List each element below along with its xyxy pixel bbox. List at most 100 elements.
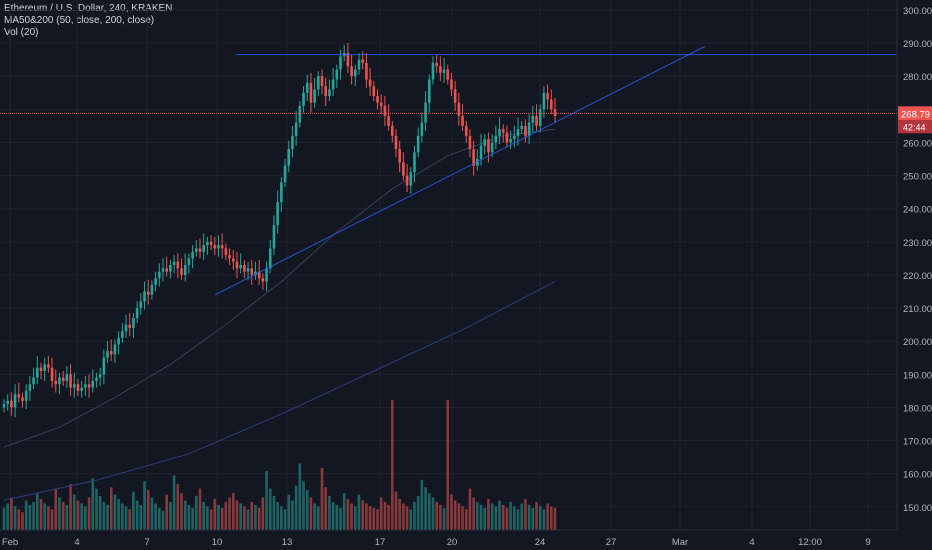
volume-bar [453,500,457,530]
candle-body [268,248,272,269]
candle-body [317,76,320,90]
x-tick-label: 10 [212,537,223,548]
y-tick-label: 290.00 [903,39,932,50]
y-tick-label: 250.00 [903,172,932,183]
candle-body [553,109,557,116]
candle-body [198,248,202,252]
candle-body [313,89,316,103]
x-tick-label: 20 [447,537,458,548]
candle-body [154,278,157,285]
candle-body [320,76,324,87]
volume-bar [431,497,435,530]
volume-bar [43,503,46,530]
candle-body [135,308,139,318]
candle-body [461,115,464,126]
volume-bar [346,498,350,530]
candle-body [28,384,32,391]
candle-body [128,324,132,328]
volume-indicator-label: Vol (20) [4,27,39,38]
candle-body [442,69,446,73]
x-tick-label: 27 [606,537,617,548]
y-tick-label: 210.00 [903,304,932,315]
volume-bar [402,503,405,530]
candle-body [387,115,390,126]
x-tick-label: 4 [74,537,79,548]
volume-bar [91,478,95,530]
volume-bar [95,488,98,530]
volume-bar [439,504,442,530]
candle-body [305,82,309,93]
volume-bar [487,498,490,530]
volume-bar [146,490,150,530]
candle-body [464,125,468,136]
x-tick-label: 4 [749,537,754,548]
candle-body [172,261,176,265]
candle-body [246,268,250,272]
volume-bar [139,504,143,530]
volume-bar [320,467,324,530]
volume-bar [161,510,165,530]
volume-bar [220,507,224,530]
volume-bars [2,400,557,530]
volume-bar [294,485,298,530]
volume-bar [317,506,320,530]
candle-body [550,99,553,110]
volume-bar [468,488,472,530]
volume-bar [261,497,265,530]
candle-body [254,271,257,275]
volume-bar [69,484,72,530]
candle-body [453,89,457,103]
volume-bar [231,493,235,530]
candle-body [413,152,416,173]
volume-bar [246,509,250,530]
candle-body [435,62,438,67]
candle-body [427,79,431,103]
ma-indicator-label: MA50&200 (50, close, 200, close) [4,15,155,26]
volume-bar [17,509,21,530]
volume-bar [505,507,509,530]
volume-bar [102,501,106,530]
candle-body [346,53,350,67]
candle-body [424,102,427,123]
volume-bar [113,494,117,530]
candlesticks [2,43,557,418]
volume-bar [150,497,154,530]
candle-body [494,135,498,143]
chart-grid [0,0,897,530]
volume-bar [276,501,279,530]
volume-bar [109,487,113,530]
candle-body [113,344,117,355]
candle-body [339,56,342,70]
candle-body [72,384,76,388]
volume-bar [313,503,316,530]
candle-body [483,139,487,146]
candle-body [213,245,217,249]
volume-bar [538,506,542,530]
candle-body [368,79,372,87]
volume-bar [298,463,302,530]
volume-bar [372,507,376,530]
candle-body [468,135,472,150]
y-tick-label: 150.00 [903,503,932,514]
y-tick-label: 240.00 [903,205,932,216]
x-tick-label: 17 [375,537,386,548]
volume-bar [217,504,220,530]
volume-bar [287,494,291,530]
candle-body [520,125,524,130]
volume-bar [2,507,6,530]
candle-body [169,265,172,272]
x-tick-label: 24 [535,537,546,548]
volume-bar [309,497,313,530]
volume-bar [461,506,464,530]
volume-bar [387,504,390,530]
candle-body [17,394,21,398]
volume-bar [464,509,468,530]
candle-body [183,265,187,275]
volume-bar [283,509,287,530]
x-tick-label: 13 [282,537,293,548]
candle-body [501,129,505,133]
candle-body [283,165,287,183]
volume-bar [531,507,535,530]
volume-bar [550,506,553,530]
